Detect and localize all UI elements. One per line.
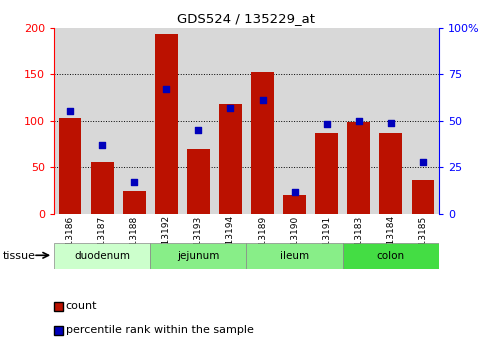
Point [98,142,106,148]
Bar [251,72,274,214]
Point [162,86,170,92]
Bar [214,28,246,214]
Bar [155,34,177,214]
Point [387,120,394,125]
Point [354,118,362,124]
Point [226,105,234,110]
Point [194,127,202,133]
Bar [311,28,343,214]
Bar [279,28,311,214]
Bar [182,28,214,214]
Bar [316,133,338,214]
Bar [187,149,210,214]
Bar [150,28,182,214]
Point [258,98,266,103]
Text: percentile rank within the sample: percentile rank within the sample [66,325,253,335]
Bar [246,243,343,269]
Text: tissue: tissue [2,251,35,261]
Point [322,122,330,127]
Bar [150,243,246,269]
Bar [123,190,145,214]
Text: count: count [66,301,97,311]
Point [290,189,298,194]
Point [419,159,426,165]
Text: colon: colon [377,251,405,261]
Bar [54,28,86,214]
Text: jejunum: jejunum [177,251,219,261]
Bar [54,243,150,269]
Bar [219,104,242,214]
Bar [412,180,434,214]
Point [66,109,74,114]
Bar [407,28,439,214]
Bar [380,133,402,214]
Text: duodenum: duodenum [74,251,130,261]
Bar [343,28,375,214]
Text: ileum: ileum [280,251,309,261]
Bar [348,122,370,214]
Bar [246,28,279,214]
Title: GDS524 / 135229_at: GDS524 / 135229_at [177,12,316,25]
Bar [343,243,439,269]
Bar [91,162,113,214]
Bar [86,28,118,214]
Bar [59,118,81,214]
Bar [375,28,407,214]
Bar [118,28,150,214]
Point [130,179,138,185]
Bar [283,195,306,214]
